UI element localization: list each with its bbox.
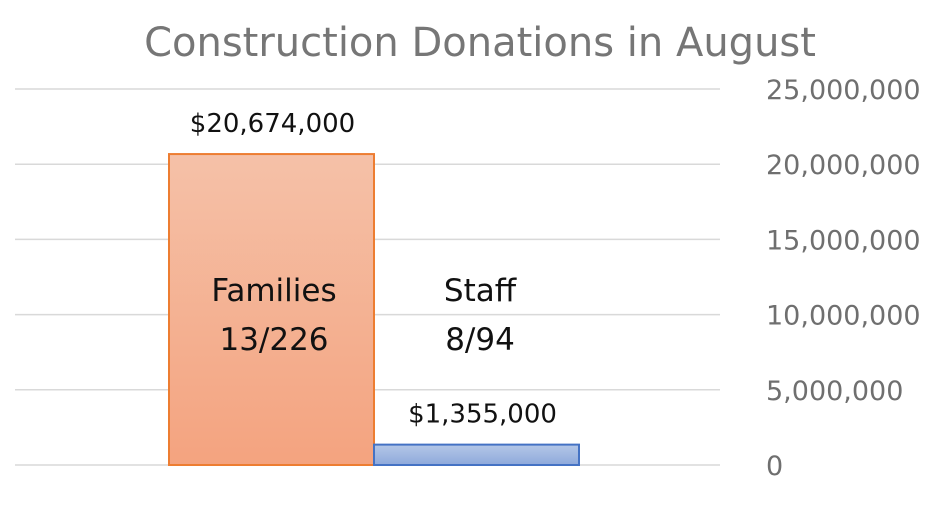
y-axis-ticks: 25,000,000 20,000,000 15,000,000 10,000,000…: [766, 75, 921, 482]
y-tick-label: 5,000,000: [766, 376, 903, 407]
category-label: Families: [211, 273, 336, 309]
y-tick-label: 20,000,000: [766, 150, 921, 181]
y-tick-label: 10,000,000: [766, 301, 921, 332]
bar-staff: [373, 443, 580, 466]
category-note: 13/226: [219, 322, 328, 358]
bar-families: [168, 153, 375, 466]
y-tick-label: 0: [766, 451, 783, 482]
chart-title: Construction Donations in August: [144, 20, 816, 66]
y-tick-label: 15,000,000: [766, 225, 921, 256]
y-tick-label: 25,000,000: [766, 75, 921, 106]
labels: $20,674,000 $1,355,000 Families 13/226 Staff…: [190, 109, 557, 430]
data-label: $1,355,000: [408, 400, 557, 430]
category-note: 8/94: [445, 322, 515, 358]
category-label: Staff: [444, 273, 517, 309]
bars: [168, 153, 580, 466]
data-label: $20,674,000: [190, 109, 355, 139]
